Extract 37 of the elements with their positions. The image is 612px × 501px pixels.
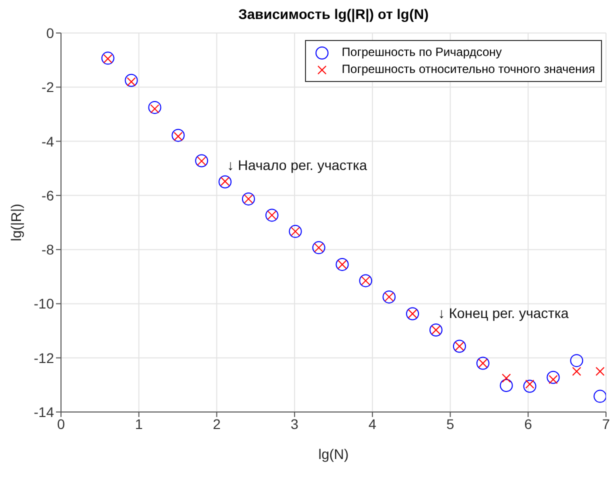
point [172,128,185,142]
y-tick-label: -12 [34,350,54,366]
x-tick-label: 2 [212,416,221,432]
point [500,378,513,392]
y-axis-title: lg(|R|) [8,204,24,242]
point [124,74,138,87]
point [101,52,114,65]
y-tick-label: 0 [46,24,54,41]
y-tick-label: -14 [34,404,54,420]
point [148,100,162,114]
annotation: ↓ Конец рег. участка [438,304,569,321]
x-axis-title: lg(N) [318,446,349,462]
chart-title: Зависимость lg(|R|) от lg(N) [237,6,430,22]
x-tick-label: 1 [134,416,143,432]
annotation: ↓ Начало рег. участка [227,156,368,173]
x-tick-label: 4 [368,416,377,432]
x-tick-label: 7 [602,416,610,432]
point [594,390,606,403]
legend-label: Погрешность относительно точного значения [342,62,595,76]
x-tick-label: 3 [290,416,299,432]
y-tick-label: -8 [42,242,54,258]
x-tick-label: 0 [57,416,66,432]
point [572,366,582,376]
point [502,374,511,383]
point [218,175,232,188]
x-tick-label: 6 [524,416,532,432]
legend-label: Погрешность по Ричардсону [342,45,502,59]
point [570,354,584,368]
y-tick-label: -6 [42,187,54,204]
y-tick-label: -2 [42,79,54,96]
y-tick-label: -4 [42,133,54,150]
point [523,380,536,393]
point [195,154,208,168]
point [546,370,560,384]
point [596,366,605,376]
y-tick-label: -10 [34,296,54,312]
x-tick-label: 5 [446,416,454,432]
